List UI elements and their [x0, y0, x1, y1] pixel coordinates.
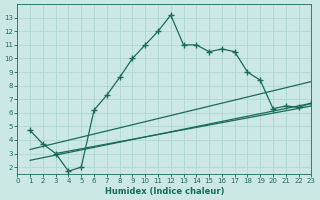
- X-axis label: Humidex (Indice chaleur): Humidex (Indice chaleur): [105, 187, 224, 196]
